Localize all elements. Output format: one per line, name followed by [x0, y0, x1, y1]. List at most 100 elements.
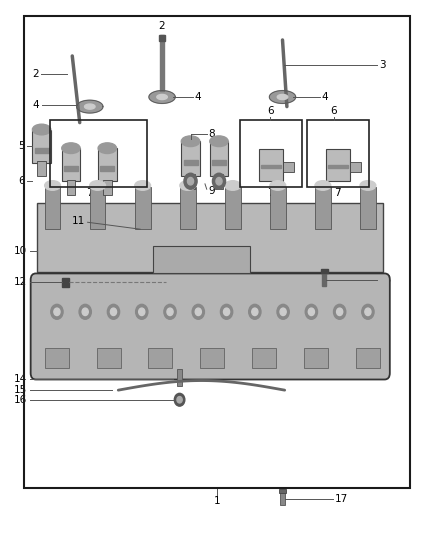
Bar — [67, 180, 75, 195]
Circle shape — [184, 173, 197, 189]
Bar — [328, 165, 348, 168]
Text: 10: 10 — [14, 246, 27, 255]
Ellipse shape — [315, 181, 331, 190]
Circle shape — [277, 304, 289, 319]
Bar — [280, 490, 285, 505]
Bar — [240, 120, 302, 187]
Bar — [279, 489, 286, 493]
Bar — [148, 348, 173, 368]
Bar — [45, 187, 60, 229]
Text: 4: 4 — [195, 92, 201, 102]
Bar — [32, 130, 51, 163]
Bar — [261, 165, 281, 168]
Circle shape — [220, 304, 233, 319]
Circle shape — [252, 308, 258, 316]
Bar — [350, 162, 360, 172]
Circle shape — [174, 393, 185, 406]
Bar — [325, 149, 350, 181]
Bar — [283, 162, 293, 172]
Text: 4: 4 — [33, 100, 39, 110]
Text: 4: 4 — [322, 92, 328, 102]
Bar — [307, 120, 369, 187]
Text: 6: 6 — [267, 106, 274, 116]
Bar — [50, 120, 147, 187]
Bar — [135, 187, 151, 229]
Circle shape — [177, 397, 182, 403]
Circle shape — [82, 308, 88, 316]
Circle shape — [365, 308, 371, 316]
Bar — [96, 348, 120, 368]
Text: 17: 17 — [335, 494, 348, 504]
Bar — [180, 187, 196, 229]
Bar — [103, 180, 112, 195]
Ellipse shape — [98, 143, 117, 154]
Text: 14: 14 — [14, 374, 27, 384]
Circle shape — [305, 304, 318, 319]
Text: 5: 5 — [18, 141, 25, 151]
Text: 9: 9 — [208, 186, 215, 196]
Bar — [304, 348, 328, 368]
Ellipse shape — [135, 181, 151, 190]
Text: 7: 7 — [267, 188, 274, 198]
Text: 1: 1 — [213, 496, 220, 506]
Bar — [45, 348, 69, 368]
Bar — [252, 348, 276, 368]
Circle shape — [187, 177, 194, 185]
Circle shape — [54, 308, 60, 316]
Bar — [62, 148, 80, 181]
Text: 7: 7 — [334, 188, 341, 198]
Circle shape — [333, 304, 346, 319]
Bar — [160, 35, 164, 91]
Polygon shape — [77, 100, 103, 113]
Bar — [153, 246, 250, 273]
Circle shape — [79, 304, 92, 319]
Circle shape — [51, 304, 63, 319]
Circle shape — [139, 308, 145, 316]
Text: 6: 6 — [330, 106, 337, 116]
Bar — [37, 203, 383, 272]
Bar — [321, 269, 328, 273]
Circle shape — [216, 177, 222, 185]
Bar — [258, 149, 283, 181]
Bar — [322, 270, 326, 286]
Circle shape — [167, 308, 173, 316]
Ellipse shape — [90, 181, 106, 190]
Ellipse shape — [181, 136, 200, 147]
Bar — [181, 141, 200, 176]
Bar — [315, 187, 331, 229]
Ellipse shape — [45, 181, 60, 190]
Text: 16: 16 — [14, 395, 27, 405]
Text: 11: 11 — [72, 216, 85, 226]
Bar — [212, 160, 226, 165]
Bar — [270, 187, 286, 229]
Ellipse shape — [180, 181, 196, 190]
Bar — [98, 148, 117, 181]
Bar — [225, 187, 240, 229]
Polygon shape — [149, 91, 175, 103]
Text: 2: 2 — [32, 69, 39, 78]
FancyBboxPatch shape — [31, 273, 390, 379]
Ellipse shape — [62, 143, 80, 154]
Text: 3: 3 — [379, 60, 385, 70]
Circle shape — [107, 304, 120, 319]
Text: 7: 7 — [86, 188, 93, 198]
Circle shape — [212, 173, 226, 189]
Ellipse shape — [270, 181, 286, 190]
Circle shape — [280, 308, 286, 316]
Bar — [186, 174, 195, 189]
Circle shape — [136, 304, 148, 319]
Bar — [200, 348, 224, 368]
Polygon shape — [269, 91, 296, 103]
Bar — [215, 174, 223, 189]
Ellipse shape — [32, 124, 51, 135]
Bar — [64, 166, 78, 171]
Bar — [62, 278, 69, 287]
Circle shape — [164, 304, 176, 319]
Circle shape — [223, 308, 230, 316]
Text: 2: 2 — [159, 21, 166, 31]
Bar — [100, 166, 114, 171]
Bar — [184, 160, 198, 165]
Bar — [90, 187, 106, 229]
Ellipse shape — [210, 136, 228, 147]
Circle shape — [362, 304, 374, 319]
